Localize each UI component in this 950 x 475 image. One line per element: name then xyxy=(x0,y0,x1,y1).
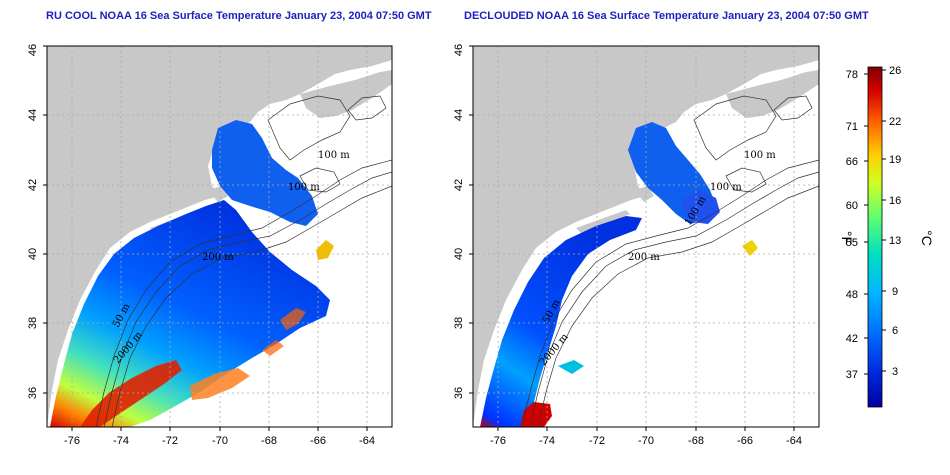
right-x-tick-label: -72 xyxy=(589,435,605,447)
colorbar-ticks xyxy=(864,69,886,375)
colorbar-celsius-label: 16 xyxy=(889,195,901,207)
left-x-tick-label: -68 xyxy=(261,435,277,447)
left-y-tick-label: 36 xyxy=(27,387,39,399)
right-x-tick-label: -64 xyxy=(786,435,802,447)
left-panel-title: RU COOL NOAA 16 Sea Surface Temperature … xyxy=(46,10,432,22)
right-y-tick-label: 44 xyxy=(453,109,465,121)
right-x-tick-label: -76 xyxy=(490,435,506,447)
left-x-tick-label: -74 xyxy=(113,435,129,447)
right-x-tick-label: -66 xyxy=(737,435,753,447)
colorbar-fahrenheit-label: 48 xyxy=(846,289,858,301)
left-sst-gulf-of-maine xyxy=(212,120,318,226)
left-y-tick-label: 40 xyxy=(27,248,39,260)
right-x-tick-label: -70 xyxy=(638,435,654,447)
colorbar-celsius-label: 22 xyxy=(889,116,901,128)
colorbar-fahrenheit-label: 55 xyxy=(846,237,858,249)
colorbar-fahrenheit-label: 66 xyxy=(846,156,858,168)
left-contour-label-200m: 200 m xyxy=(202,252,234,263)
colorbar-celsius-label: 9 xyxy=(892,286,898,298)
colorbar-celsius-label: 6 xyxy=(892,325,898,337)
left-contour-label-100m-b: 100 m xyxy=(288,182,320,193)
left-sst-warm-core xyxy=(80,360,182,427)
right-x-tick-label: -74 xyxy=(539,435,555,447)
left-x-tick-label: -72 xyxy=(162,435,178,447)
left-y-tick-label: 38 xyxy=(27,317,39,329)
right-sst-warm-core xyxy=(520,402,552,427)
left-x-tick-label: -64 xyxy=(359,435,375,447)
right-contour-label-100m-a: 100 m xyxy=(744,150,776,161)
colorbar-celsius-label: 19 xyxy=(889,154,901,166)
right-y-tick-label: 42 xyxy=(453,179,465,191)
right-y-tick-label: 46 xyxy=(453,44,465,56)
left-sst-offshore-speckle xyxy=(262,308,306,356)
right-cape-cod xyxy=(634,186,654,202)
left-sst-gulf-stream-patches xyxy=(190,368,250,400)
right-contour-label-200m: 200 m xyxy=(628,252,660,263)
left-nova-scotia xyxy=(300,70,392,118)
right-sst-offshore-patch xyxy=(558,360,584,374)
right-y-tick-label: 36 xyxy=(453,387,465,399)
colorbar-celsius-label: 3 xyxy=(892,366,898,378)
colorbar-celsius-unit: °C xyxy=(919,230,935,246)
left-sst-coastal-band xyxy=(50,200,330,427)
right-long-island xyxy=(576,210,630,234)
colorbar-fahrenheit-label: 71 xyxy=(846,121,858,133)
right-panel-title: DECLOUDED NOAA 16 Sea Surface Temperatur… xyxy=(464,10,869,22)
left-tick-marks xyxy=(43,45,368,431)
colorbar-celsius-label: 13 xyxy=(889,235,901,247)
left-cape-cod xyxy=(208,186,228,202)
right-sst-coastal-band xyxy=(480,216,642,427)
colorbar-fahrenheit-label: 37 xyxy=(846,369,858,381)
left-x-tick-label: -70 xyxy=(212,435,228,447)
left-land-mass xyxy=(47,46,392,427)
colorbar-fahrenheit-unit: °F xyxy=(839,231,855,245)
left-y-tick-label: 46 xyxy=(27,44,39,56)
colorbar-celsius-label: 26 xyxy=(889,65,901,77)
colorbar-fahrenheit-label: 60 xyxy=(846,200,858,212)
colorbar-fahrenheit-label: 78 xyxy=(846,69,858,81)
right-y-tick-label: 38 xyxy=(453,317,465,329)
left-sst-warm-eddy xyxy=(316,240,334,260)
right-grid-lines xyxy=(473,46,819,427)
right-y-tick-label: 40 xyxy=(453,248,465,260)
right-bathymetry-contours xyxy=(521,95,820,428)
left-x-tick-label: -66 xyxy=(310,435,326,447)
colorbar: 26 22 19 16 13 9 6 3 78 71 66 60 55 48 4… xyxy=(839,65,935,408)
left-contour-label-100m-a: 100 m xyxy=(318,150,350,161)
right-nova-scotia xyxy=(726,70,819,118)
colorbar-fahrenheit-label: 42 xyxy=(846,333,858,345)
right-land-mass xyxy=(473,46,819,427)
right-sst-warm-eddy xyxy=(742,240,758,256)
left-map-panel: 100 m 100 m 200 m 50 m 2000 m -76 -74 -7… xyxy=(27,44,393,447)
left-y-tick-label: 42 xyxy=(27,179,39,191)
right-tick-marks xyxy=(469,45,795,431)
left-x-tick-label: -76 xyxy=(64,435,80,447)
right-map-panel: 100 m 100 m 100 m 200 m 50 m 2000 m -76 … xyxy=(453,44,820,447)
colorbar-gradient xyxy=(867,66,883,408)
left-bathymetry-contours xyxy=(95,95,393,428)
right-x-tick-label: -68 xyxy=(688,435,704,447)
left-y-tick-label: 44 xyxy=(27,109,39,121)
right-contour-label-100m-b: 100 m xyxy=(710,182,742,193)
